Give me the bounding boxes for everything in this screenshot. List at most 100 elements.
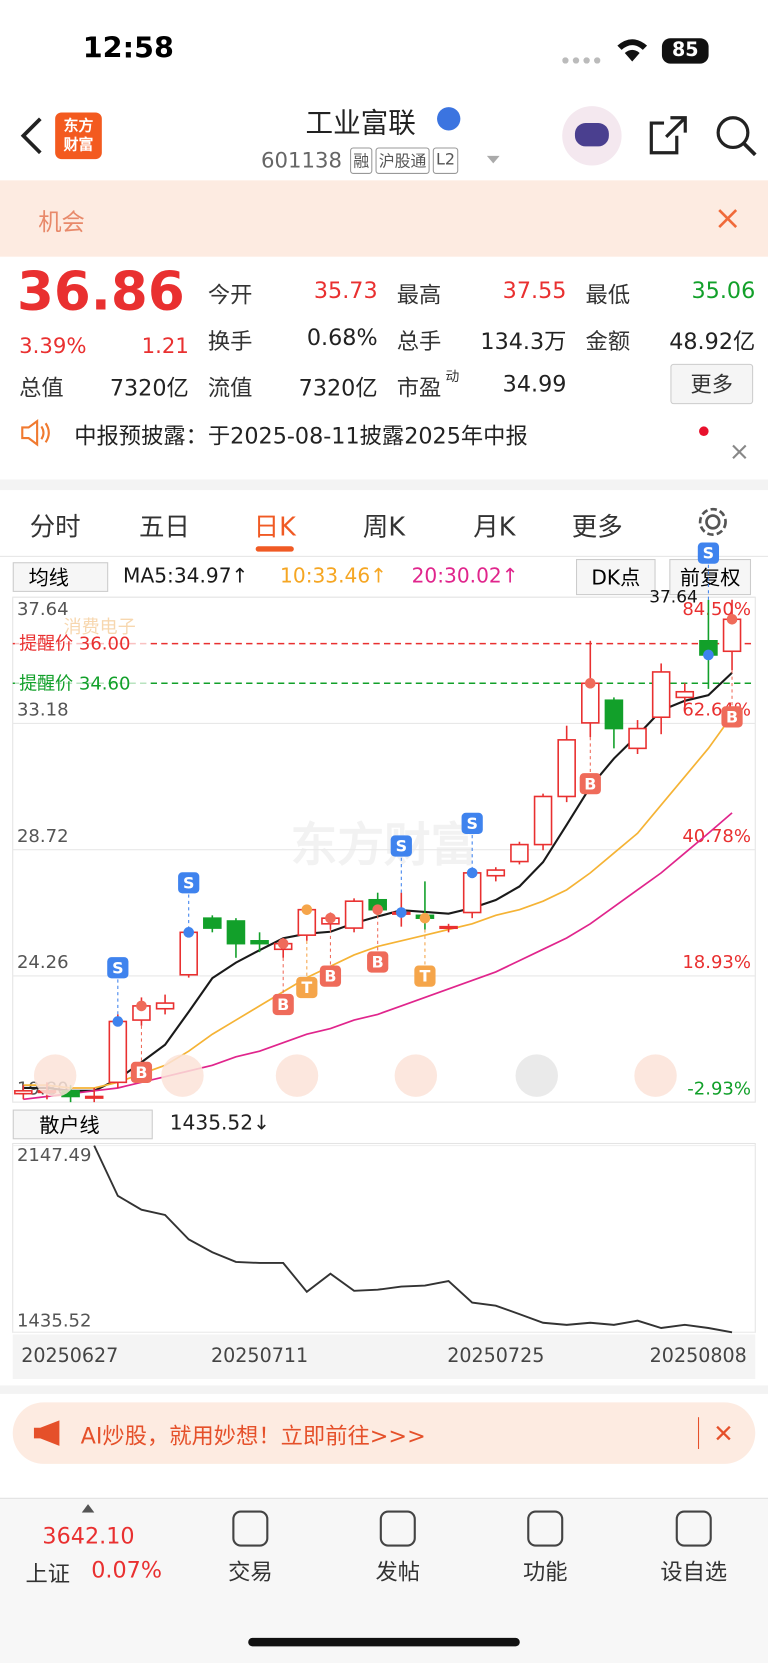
tag: 沪股通	[375, 147, 430, 174]
ma5-label: MA5:34.97↑	[123, 564, 249, 588]
nav-icon[interactable]	[527, 1510, 564, 1547]
chart-control[interactable]	[33, 1054, 77, 1097]
signal-label: B	[584, 774, 596, 793]
chart-control[interactable]	[161, 1054, 204, 1097]
assistant-avatar[interactable]	[562, 106, 622, 166]
signal-badge	[319, 965, 342, 987]
alert-label-bg	[14, 670, 151, 696]
plot-frame	[12, 1142, 756, 1333]
nav-label[interactable]: 设自选	[660, 1559, 728, 1585]
field-value: 7320亿	[109, 375, 189, 401]
signal-dot	[112, 1016, 124, 1027]
candle-body	[557, 739, 576, 798]
signal-label: B	[372, 953, 384, 972]
signal-badge	[367, 951, 389, 973]
tab[interactable]: 月K	[473, 512, 516, 543]
y-tick-label: 2147.49	[17, 1145, 92, 1166]
candle-body	[84, 1095, 104, 1099]
date-axis	[12, 1334, 756, 1380]
index-pct: 0.07%	[91, 1557, 162, 1583]
tag: 融	[350, 147, 373, 174]
ma10-label: 10:33.46↑	[280, 564, 388, 588]
chart-control[interactable]	[634, 1054, 677, 1097]
settings-button[interactable]	[696, 505, 730, 539]
price: 36.86	[16, 260, 185, 323]
ma-select[interactable]: 均线	[12, 562, 109, 592]
signal-label: S	[112, 958, 123, 977]
signal-badge	[390, 835, 412, 857]
signal-label: T	[301, 978, 312, 997]
candle-body	[179, 931, 198, 976]
opportunity-banner: 机会	[0, 180, 768, 257]
signal-dot	[466, 867, 478, 879]
speaker-icon	[21, 419, 50, 447]
signal-label: B	[135, 1063, 147, 1082]
tab[interactable]: 周K	[362, 512, 406, 543]
ad-banner[interactable]: AI炒股，就用妙想！立即前往>>>	[12, 1402, 756, 1464]
signal-label: B	[324, 967, 336, 986]
signal-label: B	[726, 707, 738, 726]
y-tick-label: 37.64	[17, 599, 69, 620]
ma20-label: 20:30.02↑	[411, 564, 519, 588]
candle-body	[533, 795, 553, 846]
candle-body	[108, 1020, 128, 1084]
high-label: 37.64	[649, 588, 698, 608]
signal-dot	[277, 938, 289, 949]
indicator-select[interactable]: 散户线	[12, 1109, 153, 1140]
signal-badge	[107, 957, 129, 979]
y-tick-label: 28.72	[17, 826, 69, 847]
nav-label[interactable]: 发帖	[375, 1559, 421, 1585]
signal-badge	[414, 965, 436, 987]
pct-label: -2.93%	[687, 1078, 751, 1099]
signal-label: S	[703, 544, 714, 563]
tab[interactable]: 更多	[571, 512, 623, 543]
chart-control[interactable]	[394, 1054, 438, 1097]
candle-body	[226, 920, 246, 945]
signal-dot	[703, 649, 714, 661]
adjust-button[interactable]: 前复权	[669, 559, 752, 596]
signal-dot	[325, 912, 336, 924]
tags: 融沪股通 L2	[350, 147, 459, 174]
share-button[interactable]	[645, 112, 692, 159]
more-button[interactable]: 更多	[670, 363, 754, 405]
pct-label: 40.78%	[682, 826, 751, 847]
nav-icon[interactable]	[379, 1510, 416, 1547]
alert-label-bg	[14, 630, 151, 657]
dropdown[interactable]	[486, 155, 501, 166]
stock-name: 工业富联	[305, 108, 416, 141]
tab-indicator	[255, 546, 294, 552]
candle-body	[510, 843, 529, 863]
nav-label[interactable]: 交易	[228, 1559, 273, 1585]
nav-icon[interactable]	[232, 1510, 269, 1547]
tab[interactable]: 日K	[253, 512, 296, 543]
nav-icon[interactable]	[675, 1510, 712, 1547]
signal-dot	[183, 927, 195, 938]
close-button[interactable]	[717, 208, 738, 229]
signal-badge	[272, 993, 294, 1016]
candle-body	[628, 727, 647, 750]
bottom-bar	[0, 1497, 768, 1663]
field-label: 最高	[396, 282, 442, 308]
chart-control[interactable]	[275, 1054, 319, 1097]
y-tick-label: 1435.52	[17, 1311, 92, 1332]
badge	[437, 107, 461, 131]
search-button[interactable]	[713, 112, 760, 159]
notice-close[interactable]	[731, 443, 748, 460]
signal-dot	[726, 613, 738, 625]
x-tick-label: 20250808	[650, 1344, 747, 1367]
notice-text: 中报预披露：于2025-08-11披露2025年中报	[74, 423, 528, 449]
nav-label[interactable]: 功能	[522, 1559, 568, 1585]
stock-code: 601138	[260, 147, 342, 173]
back-button[interactable]	[19, 117, 44, 155]
indicator-line	[93, 1145, 733, 1334]
divider	[0, 479, 768, 491]
chart-control[interactable]	[515, 1054, 558, 1097]
separator	[697, 1417, 700, 1450]
signal-label: T	[420, 967, 431, 986]
dk-button[interactable]: DK点	[575, 559, 656, 596]
tab[interactable]: 五日	[138, 512, 190, 543]
signal-badge	[579, 773, 601, 795]
ad-close[interactable]	[715, 1425, 732, 1442]
tab[interactable]: 分时	[29, 512, 81, 543]
